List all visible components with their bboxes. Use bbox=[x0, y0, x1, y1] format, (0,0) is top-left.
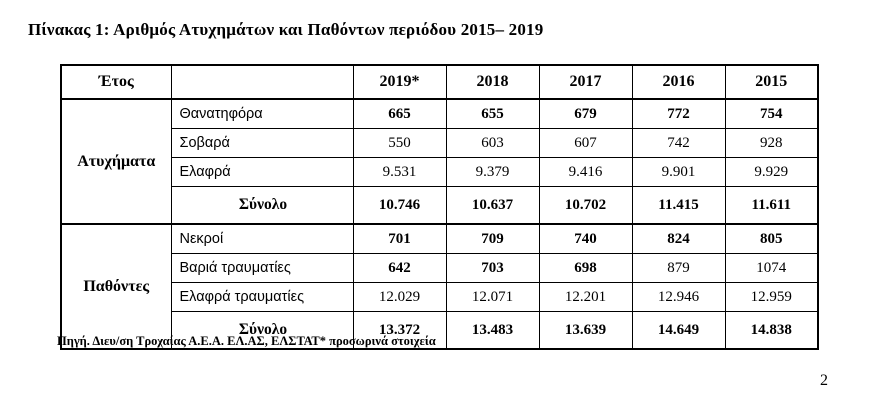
total-row-casualties: Σύνολο 13.372 13.483 13.639 14.649 14.83… bbox=[61, 311, 819, 350]
row-label: Ελαφρά τραυματίες bbox=[170, 282, 354, 312]
table-row: Σοβαρά 550 603 607 742 928 bbox=[61, 128, 819, 158]
value-cell: 9.929 bbox=[724, 157, 819, 187]
value-cell: 805 bbox=[724, 223, 819, 254]
value-cell: 701 bbox=[352, 223, 447, 254]
row-label-total: Σύνολο bbox=[170, 186, 354, 225]
value-cell: 14.649 bbox=[631, 311, 726, 350]
value-cell: 10.702 bbox=[538, 186, 633, 225]
value-cell: 607 bbox=[538, 128, 633, 158]
value-cell: 12.946 bbox=[631, 282, 726, 312]
value-cell: 665 bbox=[352, 98, 447, 129]
row-label-total: Σύνολο bbox=[170, 311, 354, 350]
year-header-cell: Έτος bbox=[60, 64, 172, 100]
table-row: Ελαφρά τραυματίες 12.029 12.071 12.201 1… bbox=[61, 282, 819, 312]
value-cell: 824 bbox=[631, 223, 726, 254]
value-cell: 655 bbox=[445, 98, 540, 129]
group-label-casualties: Παθόντες bbox=[60, 223, 172, 350]
value-cell: 754 bbox=[724, 98, 819, 129]
table-row: Βαριά τραυματίες 642 703 698 879 1074 bbox=[61, 253, 819, 283]
header-row: Έτος 2019* 2018 2017 2016 2015 bbox=[60, 64, 819, 100]
table-row: Ελαφρά 9.531 9.379 9.416 9.901 9.929 bbox=[61, 157, 819, 187]
empty-header-cell bbox=[170, 64, 354, 100]
value-cell: 679 bbox=[538, 98, 633, 129]
value-cell: 740 bbox=[538, 223, 633, 254]
value-cell: 879 bbox=[631, 253, 726, 283]
year-column-2017: 2017 bbox=[538, 64, 633, 100]
value-cell: 9.416 bbox=[538, 157, 633, 187]
value-cell: 742 bbox=[631, 128, 726, 158]
value-cell: 12.029 bbox=[352, 282, 447, 312]
value-cell: 10.637 bbox=[445, 186, 540, 225]
value-cell: 772 bbox=[631, 98, 726, 129]
table-title: Πίνακας 1: Αριθμός Ατυχημάτων και Παθόντ… bbox=[28, 20, 544, 39]
value-cell: 709 bbox=[445, 223, 540, 254]
total-row-accidents: Σύνολο 10.746 10.637 10.702 11.415 11.61… bbox=[61, 186, 819, 225]
value-cell: 12.071 bbox=[445, 282, 540, 312]
row-label: Βαριά τραυματίες bbox=[170, 253, 354, 283]
value-cell: 9.379 bbox=[445, 157, 540, 187]
value-cell: 928 bbox=[724, 128, 819, 158]
value-cell: 13.483 bbox=[445, 311, 540, 350]
value-cell: 12.201 bbox=[538, 282, 633, 312]
row-label: Θανατηφόρα bbox=[170, 98, 354, 129]
value-cell: 9.531 bbox=[352, 157, 447, 187]
year-column-2019: 2019* bbox=[352, 64, 447, 100]
table-row: Ατυχήματα Θανατηφόρα 665 655 679 772 754 bbox=[60, 98, 819, 225]
page-number: 2 bbox=[820, 372, 828, 389]
value-cell: 603 bbox=[445, 128, 540, 158]
row-label: Σοβαρά bbox=[170, 128, 354, 158]
value-cell: 698 bbox=[538, 253, 633, 283]
value-cell: 10.746 bbox=[352, 186, 447, 225]
group-label-accidents: Ατυχήματα bbox=[60, 98, 172, 225]
value-cell: 13.372 bbox=[352, 311, 447, 350]
value-cell: 13.639 bbox=[538, 311, 633, 350]
value-cell: 642 bbox=[352, 253, 447, 283]
source-note: Πηγή. Διευ/ση Τροχαίας Α.Ε.Α. ΕΛ.ΑΣ, ΕΛΣ… bbox=[57, 334, 436, 348]
value-cell: 11.611 bbox=[724, 186, 819, 225]
value-cell: 12.959 bbox=[724, 282, 819, 312]
value-cell: 9.901 bbox=[631, 157, 726, 187]
year-column-2015: 2015 bbox=[724, 64, 819, 100]
value-cell: 11.415 bbox=[631, 186, 726, 225]
row-label: Ελαφρά bbox=[170, 157, 354, 187]
value-cell: 14.838 bbox=[724, 311, 819, 350]
table-row: Παθόντες Νεκροί 701 709 740 824 805 bbox=[60, 223, 819, 350]
accidents-casualties-table: Έτος 2019* 2018 2017 2016 2015 Ατυχήματα… bbox=[60, 64, 819, 350]
value-cell: 1074 bbox=[724, 253, 819, 283]
value-cell: 703 bbox=[445, 253, 540, 283]
year-column-2018: 2018 bbox=[445, 64, 540, 100]
value-cell: 550 bbox=[352, 128, 447, 158]
year-column-2016: 2016 bbox=[631, 64, 726, 100]
row-label: Νεκροί bbox=[170, 223, 354, 254]
